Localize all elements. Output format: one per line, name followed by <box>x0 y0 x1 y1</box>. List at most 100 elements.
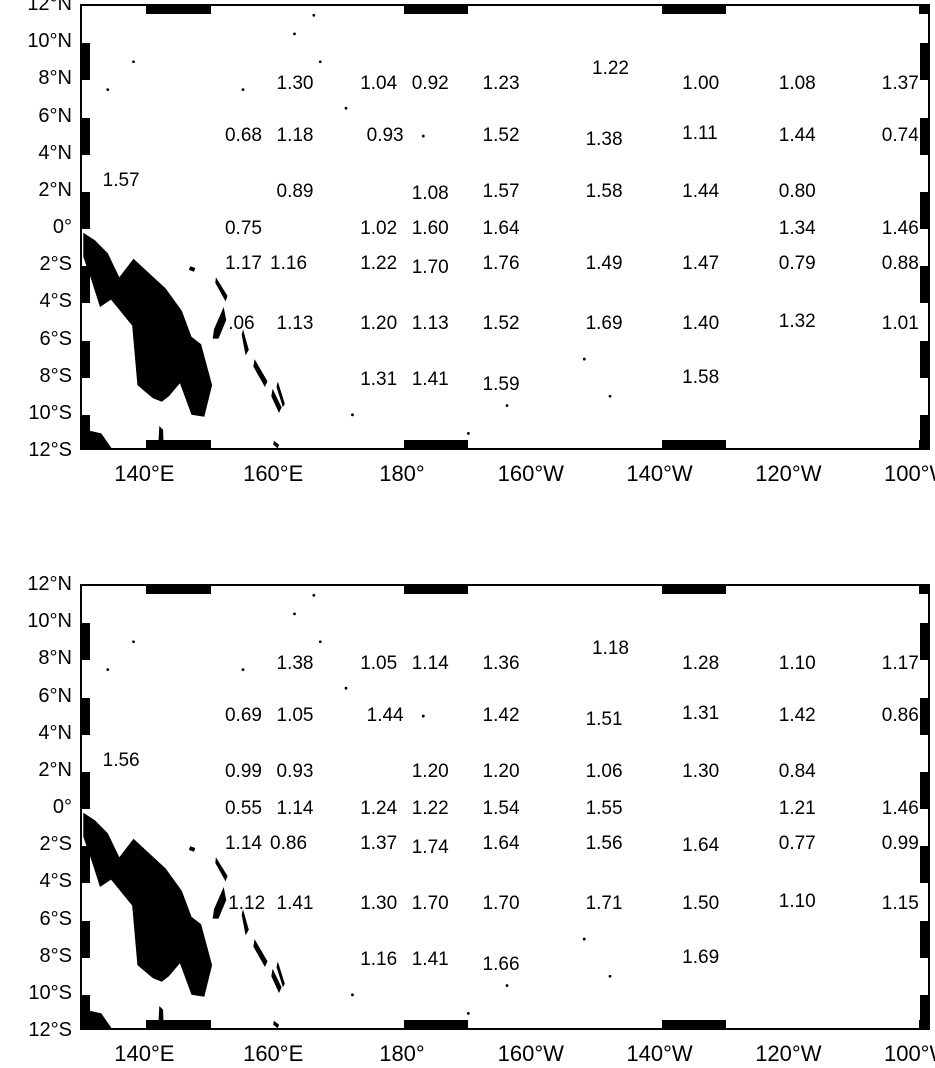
station-value: 1.34 <box>778 218 816 239</box>
latitude-tick-label: 12°S <box>28 439 72 461</box>
station-value: 0.99 <box>224 760 262 782</box>
border-scale-segment <box>920 697 928 735</box>
land-shape <box>276 961 285 988</box>
station-value: 1.69 <box>682 946 720 968</box>
latitude-tick-label: 12°N <box>27 573 72 595</box>
land-shape <box>215 857 228 882</box>
longitude-tick-label: 160°E <box>243 1041 304 1066</box>
station-value: 1.31 <box>360 368 398 390</box>
station-value: 0.79 <box>778 253 816 275</box>
station-value: .06 <box>228 312 255 334</box>
station-value: 1.30 <box>276 73 314 95</box>
station-value: 1.40 <box>682 312 720 334</box>
land-shape <box>273 440 279 448</box>
land-shape <box>273 1020 279 1028</box>
station-value: 1.64 <box>682 835 720 857</box>
station-value: 1.02 <box>360 218 398 239</box>
border-scale-segment <box>919 586 928 594</box>
station-value: 1.50 <box>682 892 720 914</box>
island-dot <box>344 106 348 110</box>
station-value: 0.86 <box>881 705 919 727</box>
latitude-tick-label: 8°S <box>39 944 72 967</box>
latitude-tick-label: 4°N <box>38 721 72 744</box>
longitude-tick-label: 180° <box>379 1041 425 1066</box>
station-value: 1.30 <box>682 760 720 782</box>
station-value: 1.05 <box>360 653 398 675</box>
border-scale-segment <box>661 1020 726 1028</box>
map-area: 1.38 1.05 1.14 1.36 1.18 1.28 1.10 1.17 0.69 1.05… <box>80 584 930 1030</box>
longitude-tick-label: 140°W <box>626 1041 693 1066</box>
latitude-tick-label: 4°N <box>38 141 72 164</box>
island-dot <box>421 714 425 718</box>
station-value: 1.38 <box>276 653 314 675</box>
station-value: 1.52 <box>482 125 520 147</box>
island-dot <box>351 413 354 417</box>
station-value: 1.76 <box>482 253 520 275</box>
station-value: 1.42 <box>778 705 816 727</box>
station-value: 1.28 <box>682 653 720 675</box>
latitude-tick-label: 10°N <box>27 30 72 53</box>
station-value: 1.55 <box>585 798 623 819</box>
station-value: 1.38 <box>585 128 623 150</box>
longitude-tick-label: 160°W <box>497 1041 564 1066</box>
latitude-tick-label: 8°N <box>38 647 72 670</box>
station-value: 1.71 <box>585 892 623 914</box>
station-value: 1.06 <box>585 760 623 782</box>
island-dot <box>351 993 354 997</box>
station-value: 1.41 <box>276 892 314 914</box>
border-scale-segment <box>82 191 90 229</box>
station-value: 1.20 <box>411 760 449 782</box>
station-value: 1.54 <box>482 798 520 819</box>
land-shape <box>253 359 268 387</box>
station-value: 1.51 <box>585 708 623 730</box>
station-value: 0.69 <box>224 705 262 727</box>
station-value: 1.66 <box>482 954 520 976</box>
latitude-tick-label: 4°S <box>39 870 72 893</box>
station-value: 1.44 <box>366 705 404 727</box>
station-value: 1.47 <box>682 253 720 275</box>
station-value: 1.30 <box>360 892 398 914</box>
latitude-tick-label: 12°S <box>28 1019 72 1041</box>
longitude-tick-label: 140°W <box>626 461 693 486</box>
land-shape <box>188 266 196 272</box>
station-value: 1.23 <box>482 73 520 95</box>
latitude-tick-label: 10°S <box>28 401 72 424</box>
border-scale-segment <box>403 586 469 594</box>
border-scale-segment <box>920 43 928 81</box>
island-dot <box>318 640 322 644</box>
longitude-tick-label: 100°W <box>883 461 935 486</box>
station-value: 0.86 <box>270 833 308 855</box>
island-dot <box>293 32 296 36</box>
latitude-tick-label: 10°S <box>28 981 72 1004</box>
border-scale-segment <box>82 994 90 1028</box>
map-panel-top: 1.30 1.04 0.92 1.23 1.22 1.00 1.08 1.37 0.68 1.18… <box>0 0 935 500</box>
land-shape <box>85 1009 112 1028</box>
landmass-layer <box>83 593 612 1028</box>
station-value: 1.49 <box>585 253 623 275</box>
latitude-tick-label: 2°N <box>38 758 72 781</box>
station-value: 1.05 <box>276 705 314 727</box>
island-dot <box>582 937 586 941</box>
station-value: 1.69 <box>585 312 623 334</box>
border-scale-segment <box>82 697 90 735</box>
border-scale-segment <box>920 117 928 155</box>
land-shape <box>241 329 249 356</box>
border-scale-segment <box>919 6 928 14</box>
latitude-tick-label: 4°S <box>39 290 72 313</box>
station-value: 1.32 <box>778 310 816 332</box>
border-scale-segment <box>82 43 90 81</box>
station-value: 0.93 <box>276 760 314 782</box>
land-shape <box>83 812 213 997</box>
station-value: 1.31 <box>682 703 720 725</box>
station-value: 0.84 <box>778 760 816 782</box>
station-value: 1.42 <box>482 705 520 727</box>
island-dot <box>241 668 245 672</box>
island-dot <box>132 640 135 644</box>
border-scale-segment <box>82 920 90 958</box>
station-value: 1.18 <box>592 638 629 660</box>
station-value: 1.41 <box>411 948 449 970</box>
station-value: 1.16 <box>360 948 398 970</box>
station-value: 1.56 <box>102 749 140 771</box>
island-dot <box>505 984 509 987</box>
latitude-tick-label: 8°S <box>39 364 72 387</box>
